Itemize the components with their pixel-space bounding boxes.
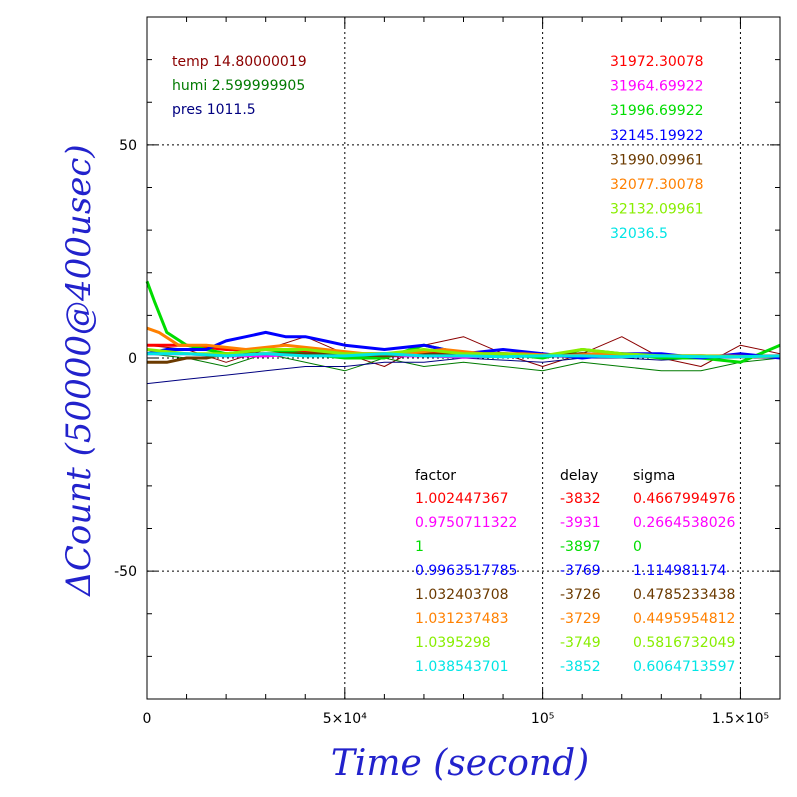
env-info-line: pres 1011.5 [172,102,256,118]
legend-table: factor delay sigma 1.002447367 -3832 0.466… [415,468,736,675]
legend-factor: 1.038543701 [415,659,509,675]
series-id-label: 32036.5 [610,226,668,242]
legend-sigma: 0.2664538026 [633,515,736,531]
legend-sigma: 0.5816732049 [633,635,735,651]
legend-factor: 0.9750711322 [415,515,517,531]
x-tick-label: 0 [143,711,152,727]
legend-header-factor: factor [415,468,456,484]
y-tick-label: 0 [128,351,137,367]
plot-frame [146,16,781,700]
legend-factor: 1.031237483 [415,611,509,627]
x-tick-label: 5×10⁴ [323,711,367,727]
series-id-label: 31996.69922 [610,103,704,119]
env-info: temp 14.80000019 humi 2.599999905 pres 101… [172,54,307,118]
env-info-line: humi 2.599999905 [172,78,305,94]
legend-delay: -3729 [560,611,601,627]
legend-sigma: 0.6064713597 [633,659,735,675]
legend-delay: -3769 [560,563,601,579]
series-id-label: 32132.09961 [610,202,704,218]
legend-factor: 1.0395298 [415,635,491,651]
legend-factor: 0.9963517785 [415,563,517,579]
legend-delay: -3749 [560,635,601,651]
legend-delay: -3852 [560,659,601,675]
series-layer [145,280,781,385]
legend-delay: -3897 [560,539,601,555]
series-line-32036-5 [147,352,781,359]
y-tick-label: -50 [114,564,137,580]
legend-header-sigma: sigma [633,468,675,484]
legend-delay: -3832 [560,491,601,507]
legend-factor: 1.002447367 [415,491,509,507]
legend-sigma: 1.114981174 [633,563,727,579]
series-id-label: 32077.30078 [610,177,704,193]
env-info-line: temp 14.80000019 [172,54,307,70]
series-id-label: 31972.30078 [610,54,704,70]
x-tick-label: 10⁵ [531,711,554,727]
y-axis-title: ΔCount (50000@400usec) [59,144,99,597]
legend-delay: -3726 [560,587,601,603]
series-id-label: 31990.09961 [610,152,704,168]
legend-header-delay: delay [560,468,598,484]
y-tick-label: 50 [119,138,137,154]
x-tick-label: 1.5×10⁵ [712,711,769,727]
series-line-humi [146,353,781,372]
legend-factor: 1 [415,539,424,555]
legend-sigma: 0.4667994976 [633,491,736,507]
legend-sigma: 0 [633,539,642,555]
legend-delay: -3931 [560,515,601,531]
legend-sigma: 0.4785233438 [633,587,735,603]
legend-sigma: 0.4495954812 [633,611,735,627]
legend-factor: 1.032403708 [415,587,509,603]
tick-labels: 0 5×10⁴ 10⁵ 1.5×10⁵ -50 0 50 [114,138,769,727]
x-axis-title: Time (second) [331,743,589,784]
series-id-list: 31972.30078 31964.69922 31996.69922 32145.1… [610,54,704,242]
series-id-label: 32145.19922 [610,128,704,144]
series-id-label: 31964.69922 [610,79,704,95]
